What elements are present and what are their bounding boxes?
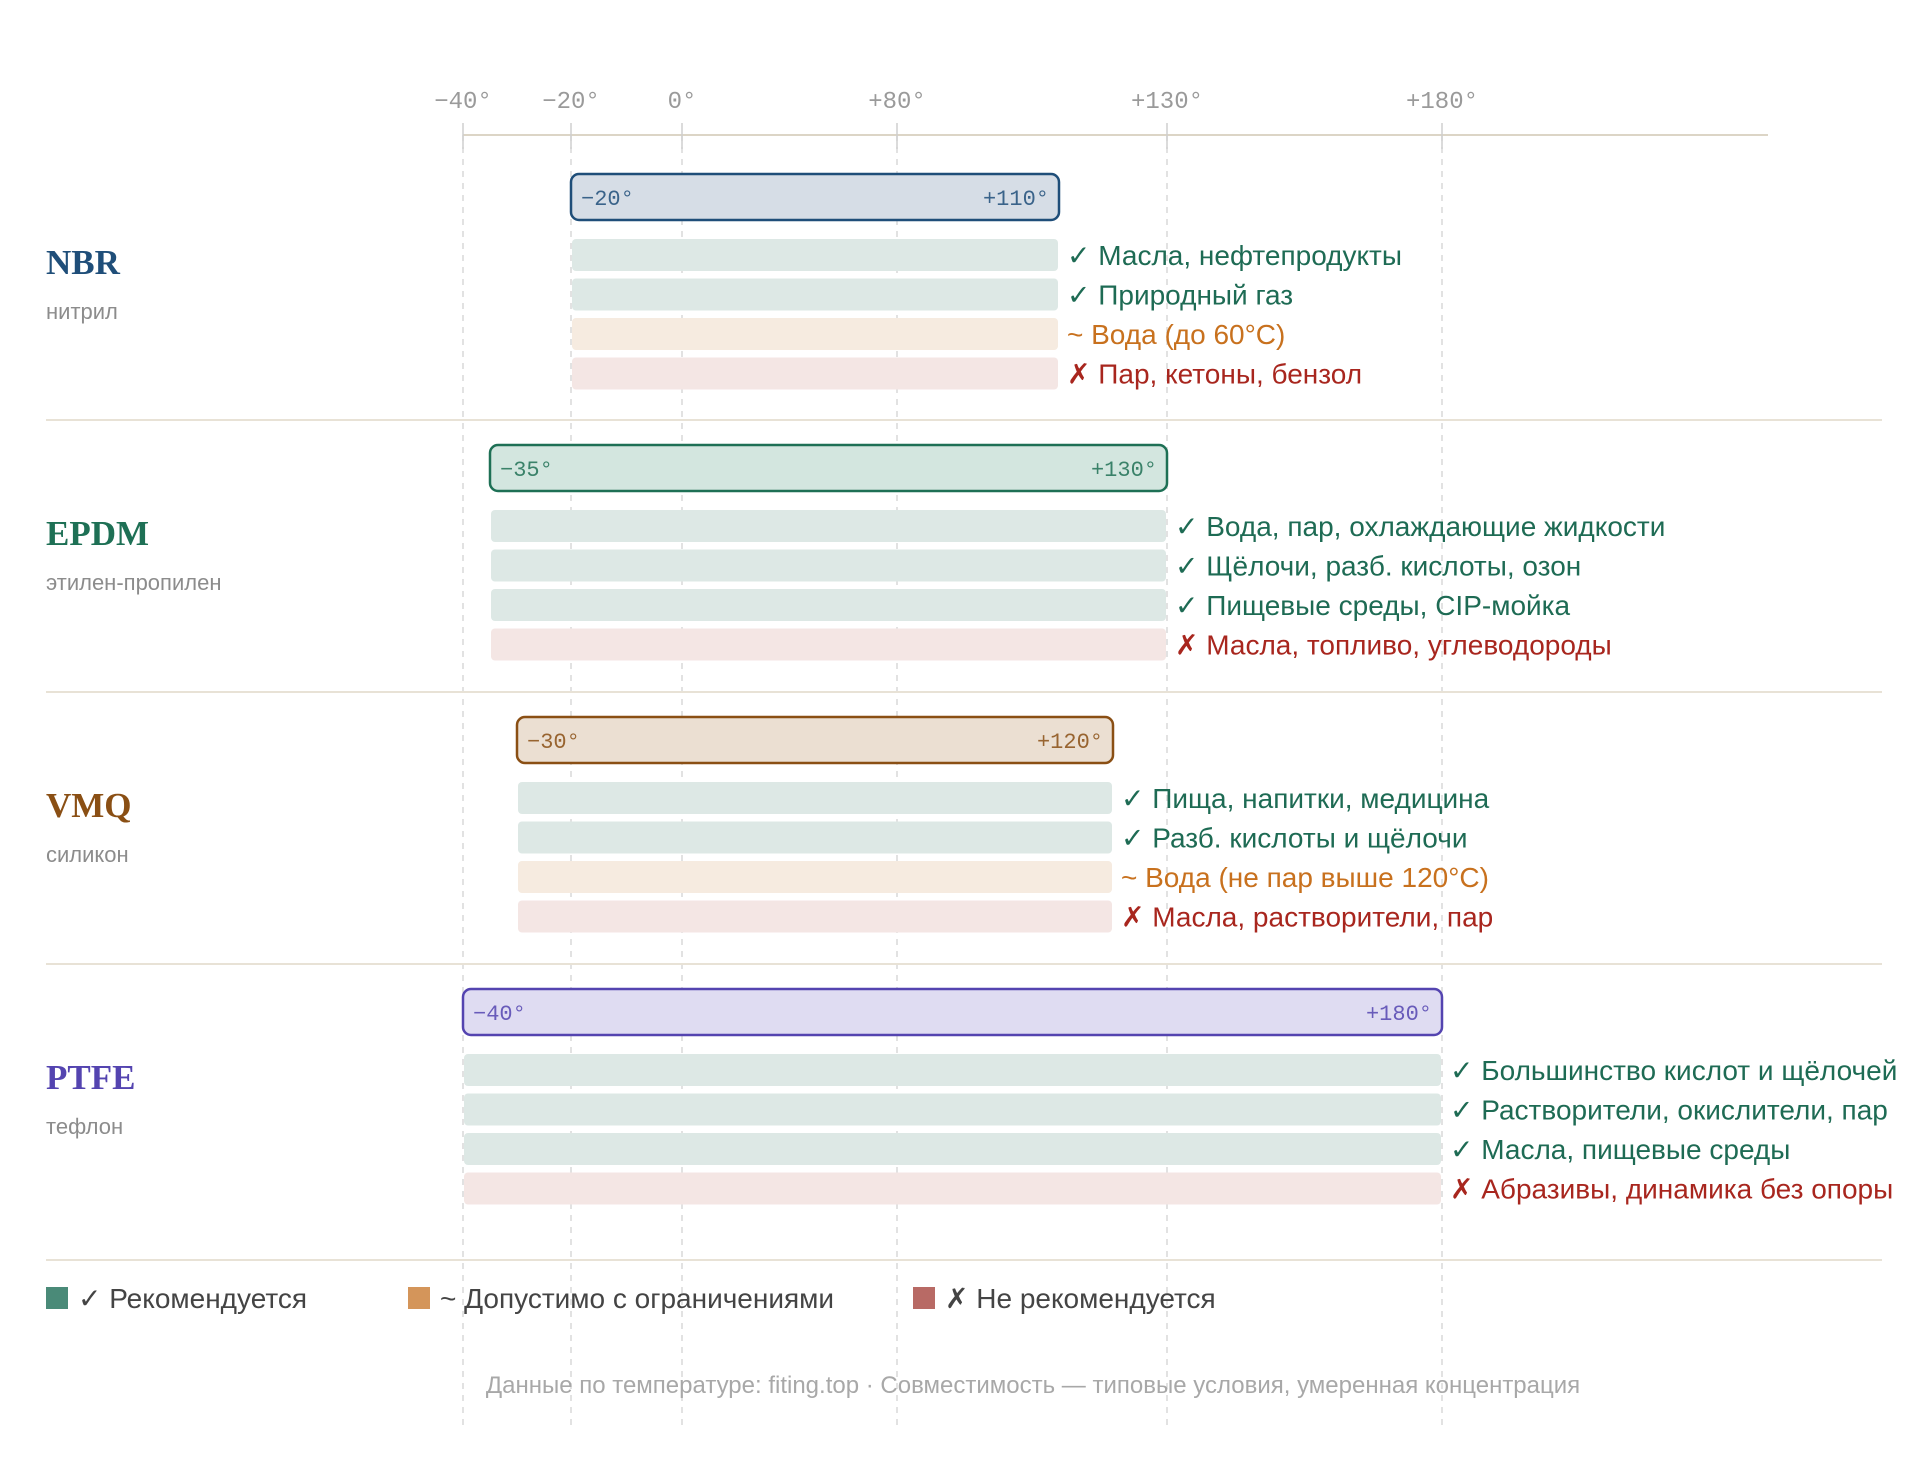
- compat-label-ok: ✓ Разб. кислоты и щёлочи: [1121, 823, 1467, 854]
- compat-bar-ok: [572, 278, 1058, 311]
- compat-bar-ok: [491, 549, 1166, 582]
- legend-swatch-limited: [408, 1287, 430, 1309]
- x-axis-tick-label: +180°: [1406, 89, 1478, 116]
- compat-label-ok: ✓ Масла, пищевые среды: [1450, 1134, 1790, 1165]
- range-max-label: +180°: [1366, 1002, 1432, 1027]
- compat-bar-ok: [464, 1093, 1441, 1126]
- material-name-nbr: NBR: [46, 243, 121, 282]
- compat-bar-no: [572, 357, 1058, 390]
- material-subtitle-ptfe: тефлон: [46, 1114, 123, 1139]
- material-name-vmq: VMQ: [46, 786, 132, 825]
- compat-bar-no: [491, 628, 1166, 661]
- compat-label-ok: ✓ Вода, пар, охлаждающие жидкости: [1175, 511, 1665, 542]
- compat-label-ok: ✓ Природный газ: [1067, 280, 1293, 311]
- x-axis-tick-label: +130°: [1131, 89, 1203, 116]
- legend-swatch-ok: [46, 1287, 68, 1309]
- range-max-label: +120°: [1037, 730, 1103, 755]
- compat-label-limited: ~ Вода (не пар выше 120°C): [1121, 862, 1489, 893]
- x-axis-tick-label: −40°: [434, 89, 492, 116]
- footnote: Данные по температуре: fiting.top · Совм…: [486, 1372, 1580, 1399]
- compat-bar-limited: [518, 861, 1112, 893]
- compat-bar-no: [464, 1172, 1441, 1205]
- temp-range-bar-nbr: [569, 172, 1061, 222]
- compat-label-ok: ✓ Щёлочи, разб. кислоты, озон: [1175, 551, 1581, 582]
- compat-label-no: ✗ Масла, растворители, пар: [1121, 902, 1493, 933]
- compat-label-ok: ✓ Большинство кислот и щёлочей: [1450, 1055, 1897, 1086]
- compat-bar-ok: [464, 1133, 1441, 1165]
- material-subtitle-vmq: силикон: [46, 842, 129, 867]
- compat-bar-ok: [491, 589, 1166, 621]
- compat-label-ok: ✓ Масла, нефтепродукты: [1067, 240, 1402, 271]
- compat-label-ok: ✓ Растворители, окислители, пар: [1450, 1095, 1888, 1126]
- compat-label-ok: ✓ Пищевые среды, CIP-мойка: [1175, 590, 1571, 621]
- range-max-label: +110°: [983, 187, 1049, 212]
- temp-range-bar-epdm: [488, 443, 1169, 493]
- range-min-label: −20°: [581, 187, 634, 212]
- temp-range-bar-vmq: [515, 715, 1115, 765]
- compat-bar-ok: [491, 510, 1166, 542]
- compat-bar-ok: [518, 782, 1112, 814]
- x-axis-tick-label: +80°: [868, 89, 926, 116]
- material-subtitle-epdm: этилен-пропилен: [46, 570, 221, 595]
- compat-bar-ok: [518, 821, 1112, 854]
- material-subtitle-nbr: нитрил: [46, 299, 118, 324]
- compat-label-limited: ~ Вода (до 60°C): [1067, 319, 1285, 350]
- compat-label-no: ✗ Масла, топливо, углеводороды: [1175, 630, 1612, 661]
- compat-bar-no: [518, 900, 1112, 933]
- material-name-ptfe: PTFE: [46, 1058, 135, 1097]
- range-min-label: −30°: [527, 730, 580, 755]
- compat-bar-ok: [464, 1054, 1441, 1086]
- compat-bar-limited: [572, 318, 1058, 350]
- compat-bar-ok: [572, 239, 1058, 271]
- compat-label-no: ✗ Пар, кетоны, бензол: [1067, 359, 1362, 390]
- compat-label-ok: ✓ Пища, напитки, медицина: [1121, 783, 1490, 814]
- range-max-label: +130°: [1091, 458, 1157, 483]
- legend-swatch-no: [913, 1287, 935, 1309]
- x-axis-tick-label: 0°: [668, 89, 697, 116]
- legend-label-no: ✗ Не рекомендуется: [945, 1283, 1216, 1314]
- x-axis-tick-label: −20°: [542, 89, 600, 116]
- range-min-label: −35°: [500, 458, 553, 483]
- legend-label-ok: ✓ Рекомендуется: [78, 1283, 307, 1314]
- compat-label-no: ✗ Абразивы, динамика без опоры: [1450, 1174, 1893, 1205]
- range-min-label: −40°: [473, 1002, 526, 1027]
- temp-range-bar-ptfe: [461, 987, 1444, 1037]
- legend-label-limited: ~ Допустимо с ограничениями: [440, 1283, 834, 1314]
- material-name-epdm: EPDM: [46, 514, 149, 553]
